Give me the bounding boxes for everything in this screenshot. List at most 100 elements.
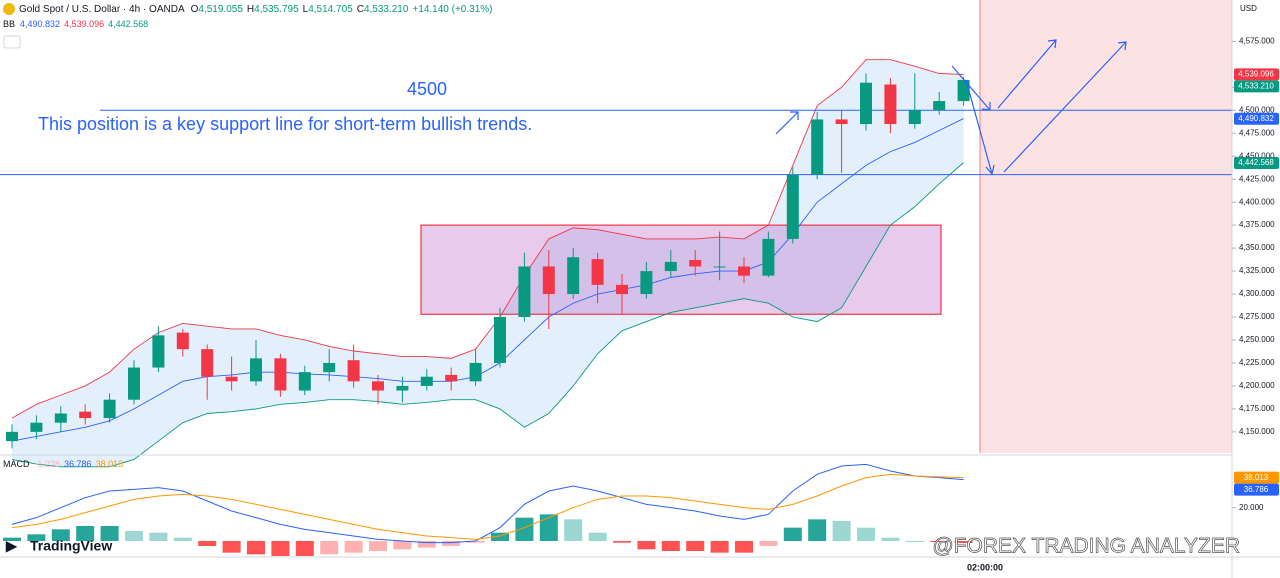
- histogram-bar: [588, 532, 607, 541]
- histogram-bar: [320, 541, 339, 555]
- ohlc-label: C: [357, 4, 364, 15]
- candle-body: [6, 431, 18, 442]
- bb-value: 4,539.096: [64, 19, 104, 29]
- candle-body: [250, 358, 262, 382]
- histogram-bar: [539, 514, 558, 541]
- candle-body: [957, 79, 970, 102]
- macd-value: -1.228: [35, 459, 61, 469]
- macd-pane: [3, 463, 973, 556]
- y-tick-label: 4,175.000: [1239, 404, 1275, 413]
- histogram-bar: [905, 541, 924, 542]
- histogram-bar: [466, 541, 485, 543]
- note: This position is a key support line for …: [38, 114, 532, 134]
- candle-body: [567, 257, 580, 295]
- candle-body: [420, 376, 433, 386]
- macd-label: MACD: [3, 459, 30, 469]
- candle-body: [689, 260, 702, 267]
- y-tick-label: 4,500.000: [1239, 105, 1275, 114]
- histogram-bar: [881, 537, 900, 541]
- collapse-button[interactable]: [3, 35, 21, 49]
- histogram-bar: [3, 537, 21, 541]
- price-tag-label: 4,442.568: [1238, 158, 1274, 167]
- candle-body: [201, 349, 214, 377]
- price-tag: [1234, 112, 1279, 125]
- candle-body: [738, 266, 750, 276]
- candle-body: [908, 110, 921, 125]
- arrow: [775, 111, 799, 135]
- candle-body: [445, 374, 458, 382]
- macd-value: 38.013: [96, 459, 124, 469]
- candle-body: [762, 238, 775, 276]
- y-tick-label: 4,250.000: [1239, 335, 1275, 344]
- header: Gold Spot / U.S. Dollar · 4h · OANDA O4,5…: [19, 4, 493, 15]
- candle-body: [176, 332, 189, 350]
- histogram-bar: [198, 541, 217, 546]
- unit: USD: [1240, 4, 1257, 13]
- candle-body: [372, 381, 384, 391]
- histogram-bar: [832, 521, 851, 541]
- ohlc-value: 4,535.795: [254, 4, 299, 15]
- y-tick-label: 4,575.000: [1239, 36, 1275, 45]
- candle-body: [79, 411, 92, 419]
- histogram-bar: [515, 517, 534, 541]
- histogram-bar: [442, 541, 461, 546]
- red-zone: [980, 0, 1232, 453]
- ohlc-label: L: [303, 4, 309, 15]
- histogram-bar: [808, 519, 827, 541]
- histogram-bar: [686, 541, 705, 551]
- price-tag: [1234, 68, 1279, 81]
- candle-body: [713, 266, 726, 268]
- histogram-bar: [51, 529, 70, 541]
- y-tick-label: 4,300.000: [1239, 289, 1275, 298]
- price-axis: 4,575.0004,525.0004,500.0004,475.0004,45…: [1232, 36, 1279, 512]
- y-tick-label: 4,200.000: [1239, 381, 1275, 390]
- histogram-bar: [27, 534, 46, 541]
- y-tick-label: 4,425.000: [1239, 174, 1275, 183]
- symbol: Gold Spot / U.S. Dollar · 4h · OANDA: [19, 4, 185, 15]
- bb-label: BB: [3, 19, 15, 29]
- candle-body: [396, 385, 409, 391]
- y-tick-label: 4,375.000: [1239, 220, 1275, 229]
- candle-body: [518, 266, 531, 318]
- candle-body: [616, 284, 628, 295]
- candle-body: [469, 362, 482, 382]
- histogram-bar: [564, 519, 583, 541]
- candle-body: [835, 119, 848, 125]
- histogram-bar: [661, 541, 680, 551]
- candle-body: [811, 119, 824, 175]
- price-tag: [1234, 483, 1279, 496]
- y-tick-label: 4,150.000: [1239, 427, 1275, 436]
- histogram-bar: [344, 541, 363, 553]
- time-label: 02:00:00: [967, 562, 1003, 572]
- arrow: [1003, 41, 1127, 173]
- y-tick-label: 4,275.000: [1239, 312, 1275, 321]
- candle-body: [298, 372, 311, 391]
- watermark: @FOREX TRADING ANALYZER: [932, 535, 1240, 558]
- band-upper: [11, 59, 964, 419]
- candle-body: [103, 399, 116, 419]
- histogram-bar: [491, 532, 509, 541]
- price-tag-label: 38.013: [1244, 473, 1269, 482]
- brand-logo: ▶: [5, 538, 18, 554]
- histogram-bar: [417, 541, 436, 548]
- signal-line: [11, 473, 964, 540]
- time-badge: [960, 560, 1010, 576]
- candle-body: [274, 358, 287, 391]
- price-tag: [1234, 471, 1279, 484]
- histogram-bar: [271, 541, 290, 556]
- histogram-bar: [930, 541, 949, 542]
- macd-line: [11, 463, 964, 544]
- candle-body: [152, 335, 165, 368]
- histogram-bar: [76, 526, 95, 541]
- bb-value: 4,442.568: [108, 19, 148, 29]
- histogram-bar: [295, 541, 314, 556]
- histogram-bar: [393, 541, 412, 550]
- y-tick-label: 4,225.000: [1239, 358, 1275, 367]
- bb-legend: BB 4,490.832 4,539.096 4,442.568: [3, 19, 148, 29]
- candle-body: [225, 376, 238, 382]
- band-middle: [11, 118, 964, 442]
- symbol-icon: [3, 3, 15, 15]
- macd-legend: MACD -1.228 36.786 38.013: [3, 459, 123, 469]
- zone: [420, 224, 942, 315]
- y-tick-label: 4,475.000: [1239, 128, 1275, 137]
